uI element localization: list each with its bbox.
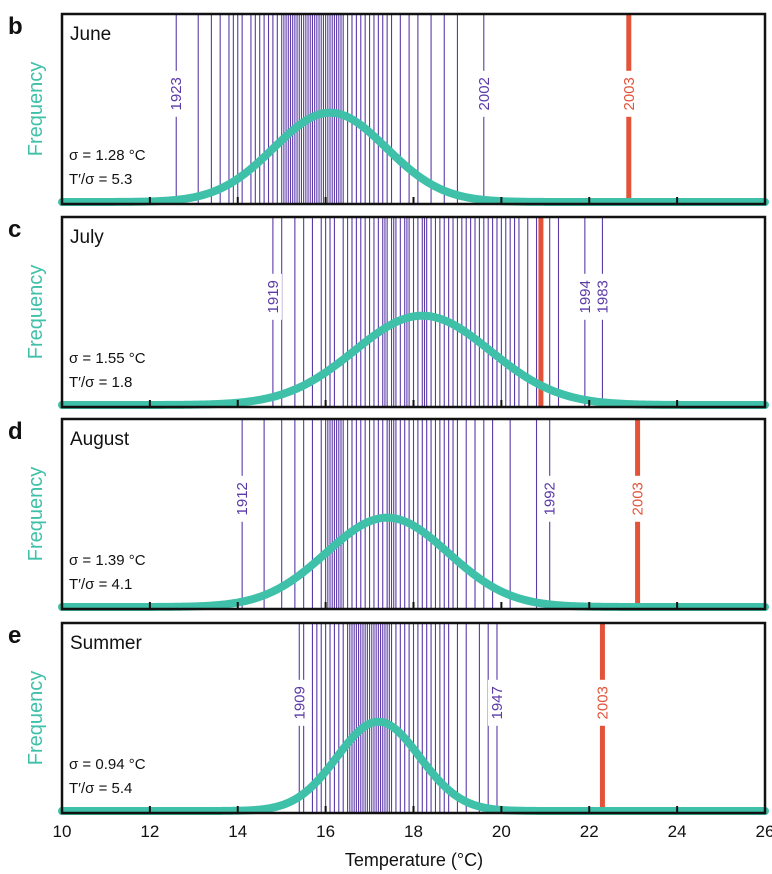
hot-year-label-box [593, 679, 612, 726]
x-tick-label: 12 [140, 822, 159, 841]
year-label: 1919 [265, 280, 282, 313]
ratio-stat-label: T′/σ = 5.4 [69, 780, 132, 797]
month-label-box [65, 221, 153, 249]
x-tick-label: 16 [316, 822, 335, 841]
year-label-box [474, 70, 493, 117]
sigma-stat-label: σ = 1.39 °C [69, 552, 146, 569]
hot-year-label: 2003 [630, 482, 647, 515]
year-label-box [593, 273, 612, 320]
panel-letter: c [8, 216, 21, 243]
x-tick-label: 20 [492, 822, 511, 841]
year-label-box [575, 273, 594, 320]
stats-box [65, 547, 165, 597]
month-label: July [70, 227, 104, 248]
frequency-axis-label: Frequency [25, 671, 47, 766]
year-lines [175, 14, 485, 204]
hot-year-label-box [619, 70, 638, 117]
year-label-box [540, 475, 559, 522]
year-label: 1994 [577, 280, 594, 313]
ratio-stat-label: T′/σ = 1.8 [69, 374, 132, 391]
x-tick-label: 22 [580, 822, 599, 841]
year-lines [298, 623, 498, 813]
year-label: 1992 [542, 482, 559, 515]
month-label-box [65, 18, 153, 46]
stats-box [65, 345, 165, 395]
normal-fit-curve [58, 717, 769, 815]
sigma-stat-label: σ = 0.94 °C [69, 756, 146, 773]
panel-letter: e [8, 622, 21, 649]
x-axis-title: Temperature (°C) [345, 850, 483, 870]
x-tick-label: 10 [53, 822, 72, 841]
x-tick-label: 26 [756, 822, 772, 841]
panel-letter: b [8, 13, 23, 40]
x-tick-label: 14 [228, 822, 247, 841]
year-label: 2002 [476, 77, 493, 110]
x-tick-label: 18 [404, 822, 423, 841]
x-axis: Temperature (°C) 10 12 14 16 18 20 22 24 26 [53, 822, 772, 870]
month-label-box [65, 627, 153, 655]
year-label: 1983 [594, 280, 611, 313]
ratio-stat-label: T′/σ = 4.1 [69, 576, 132, 593]
month-label: June [70, 24, 111, 45]
sigma-stat-label: σ = 1.55 °C [69, 350, 146, 367]
year-label-box [290, 679, 309, 726]
month-label: Summer [70, 633, 142, 654]
panel-letter: d [8, 418, 23, 445]
normal-fit-curve [58, 108, 769, 206]
frequency-axis-label: Frequency [25, 265, 47, 360]
frequency-axis-label: Frequency [25, 467, 47, 562]
month-label-box [65, 423, 153, 451]
stats-box [65, 142, 165, 192]
frequency-axis-label: Frequency [25, 62, 47, 157]
normal-fit-curve [58, 311, 769, 409]
hot-year-label: 2003 [621, 77, 638, 110]
year-label-box [263, 273, 282, 320]
year-label: 1909 [291, 686, 308, 719]
year-label: 1947 [489, 686, 506, 719]
x-tick-label: 24 [668, 822, 687, 841]
ratio-stat-label: T′/σ = 5.3 [69, 171, 132, 188]
month-label: August [70, 429, 130, 450]
stats-box [65, 751, 165, 801]
year-label: 1923 [168, 77, 185, 110]
year-label-box [487, 679, 506, 726]
hot-year-label: 2003 [594, 686, 611, 719]
normal-fit-curve [58, 513, 769, 611]
year-label-box [167, 70, 186, 117]
year-lines [272, 217, 603, 407]
sigma-stat-label: σ = 1.28 °C [69, 147, 146, 164]
year-label: 1912 [234, 482, 251, 515]
hot-year-label-box [628, 475, 647, 522]
year-label-box [233, 475, 252, 522]
